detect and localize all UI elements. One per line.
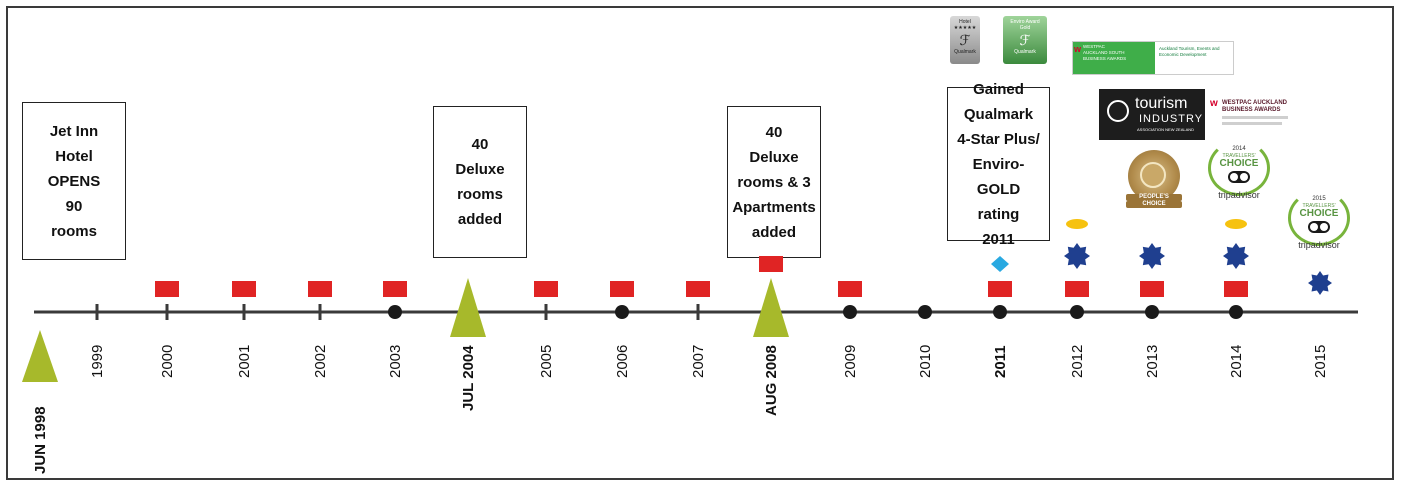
year-dot <box>1229 305 1243 319</box>
event-text-2004: 40 Deluxe rooms added <box>455 132 504 232</box>
year-dot <box>993 305 1007 319</box>
award-square <box>232 281 256 297</box>
award-square <box>155 281 179 297</box>
qualmark-hotel-logo: Hotel ★★★★★ ℱ Qualmark <box>950 16 980 64</box>
event-line: rooms & 3 <box>737 173 811 191</box>
event-line: 40 <box>471 136 489 153</box>
year-dot <box>615 305 629 319</box>
award-square <box>308 281 332 297</box>
year-label: 2006 <box>613 344 631 378</box>
award-square <box>610 281 634 297</box>
event-text-1998: Jet Inn Hotel OPENS 90 rooms <box>48 119 101 244</box>
award-square <box>534 281 558 297</box>
event-line: rating <box>977 205 1020 223</box>
award-square <box>838 281 862 297</box>
award-ellipse <box>1225 219 1247 229</box>
year-label: 2005 <box>537 344 555 378</box>
award-square <box>988 281 1012 297</box>
event-line: 40 <box>765 123 783 141</box>
year-dot <box>843 305 857 319</box>
year-label: 2010 <box>916 344 934 378</box>
tourism-industry-logo: tourism INDUSTRY ASSOCIATION NEW ZEALAND <box>1099 89 1205 140</box>
year-label: 2014 <box>1227 344 1245 378</box>
year-dot <box>1070 305 1084 319</box>
year-label: AUG 2008 <box>762 345 780 416</box>
year-label: 2001 <box>235 344 253 378</box>
year-dot <box>918 305 932 319</box>
qualmark-enviro-logo: Enviro Award Gold ℱ Qualmark <box>1003 16 1047 64</box>
event-line: Apartments <box>732 198 816 216</box>
year-label: 2009 <box>841 344 859 378</box>
milestone-triangle <box>753 278 789 337</box>
timeline-frame <box>6 6 1394 480</box>
year-label: 2015 <box>1311 344 1329 378</box>
event-line: Jet Inn <box>49 122 99 140</box>
year-label: 2011 <box>991 345 1009 378</box>
event-line: OPENS <box>47 172 101 190</box>
westpac-auckland-south-logo: WESTPAC AUCKLAND SOUTH BUSINESS AWARDS w… <box>1072 41 1234 75</box>
year-label: 2000 <box>158 344 176 378</box>
event-line: Qualmark <box>963 105 1034 123</box>
event-box-1998: Jet Inn Hotel OPENS 90 rooms <box>22 102 126 260</box>
award-star <box>1064 243 1090 269</box>
milestone-triangle <box>450 278 486 337</box>
event-line: Hotel <box>55 147 93 165</box>
event-text-2011: Gained Qualmark 4-Star Plus/Enviro-GOLD rat… <box>952 77 1045 252</box>
westpac-auckland-logo: w WESTPAC AUCKLAND BUSINESS AWARDS <box>1210 98 1310 132</box>
year-label: 2007 <box>689 344 707 378</box>
award-square <box>383 281 407 297</box>
tripadvisor-2015-logo: 2015 TRAVELLERS' CHOICE tripadvisor <box>1288 190 1350 256</box>
event-line: 4-Star Plus/ <box>957 130 1040 148</box>
year-label: 1999 <box>88 344 106 378</box>
event-line: Enviro-GOLD <box>972 155 1025 198</box>
peoples-choice-logo: PEOPLE'S CHOICE <box>1126 150 1182 212</box>
award-square <box>759 256 783 272</box>
award-star <box>1308 271 1332 295</box>
award-diamond <box>991 256 1009 272</box>
award-square <box>1224 281 1248 297</box>
event-line: Deluxe <box>455 161 505 178</box>
year-label: JUL 2004 <box>459 345 477 411</box>
event-line: rooms <box>457 186 503 203</box>
event-line: 2011 <box>982 230 1015 248</box>
event-line: 90 <box>65 197 83 215</box>
event-text-2008: 40 Deluxe rooms & 3 Apartments added <box>732 120 815 245</box>
year-dot <box>388 305 402 319</box>
event-line: Gained <box>973 80 1024 98</box>
award-square <box>686 281 710 297</box>
award-ellipse <box>1066 219 1088 229</box>
year-label: 2013 <box>1143 344 1161 378</box>
opening-triangle <box>22 330 58 382</box>
award-star <box>1139 243 1165 269</box>
year-label: 2002 <box>311 344 329 378</box>
award-star <box>1223 243 1249 269</box>
tripadvisor-2014-logo: 2014 TRAVELLERS' CHOICE tripadvisor <box>1208 140 1270 206</box>
event-line: Deluxe <box>749 148 799 166</box>
event-box-2004: 40 Deluxe rooms added <box>433 106 527 258</box>
award-square <box>1065 281 1089 297</box>
event-line: rooms <box>51 222 97 240</box>
event-box-2011: Gained Qualmark 4-Star Plus/Enviro-GOLD rat… <box>947 81 1050 248</box>
event-line: added <box>457 211 503 228</box>
event-line: added <box>751 223 797 241</box>
year-label: 2012 <box>1068 344 1086 378</box>
year-label: 2003 <box>386 344 404 378</box>
year-dot <box>1145 305 1159 319</box>
award-square <box>1140 281 1164 297</box>
year-label: JUN 1998 <box>31 406 49 474</box>
